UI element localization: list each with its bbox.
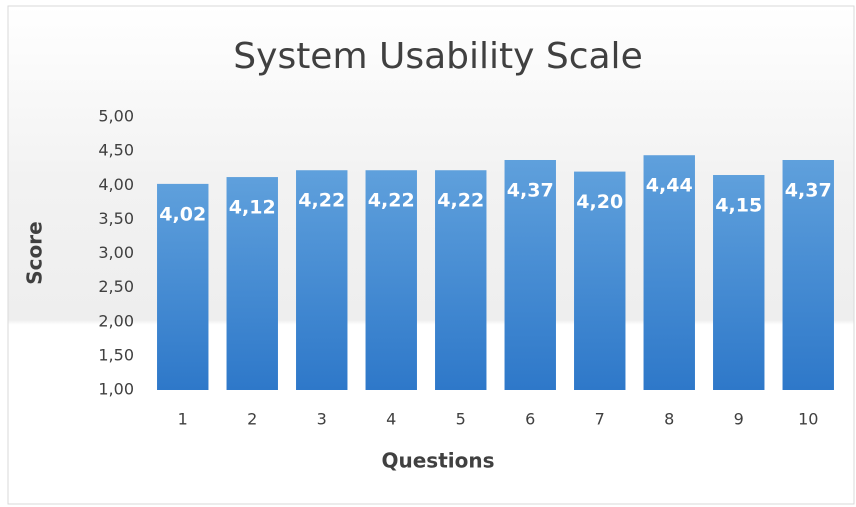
- bar: [296, 170, 348, 390]
- y-tick-label: 1,50: [98, 345, 134, 364]
- x-axis-title: Questions: [381, 449, 494, 473]
- x-tick-label: 3: [317, 410, 327, 429]
- x-tick-label: 4: [386, 410, 396, 429]
- chart-frame: [7, 5, 855, 505]
- x-tick-label: 7: [595, 410, 605, 429]
- bar: [782, 159, 834, 390]
- y-tick-label: 5,00: [98, 107, 134, 126]
- bar: [157, 183, 209, 390]
- x-tick-label: 2: [247, 410, 257, 429]
- value-label: 4,22: [368, 190, 415, 212]
- value-label: 4,37: [507, 179, 554, 201]
- y-tick-label: 4,50: [98, 141, 134, 160]
- value-label: 4,02: [159, 203, 206, 225]
- value-label: 4,12: [229, 197, 276, 219]
- x-tick-label: 5: [456, 410, 466, 429]
- y-tick-label: 2,00: [98, 311, 134, 330]
- y-tick-label: 2,50: [98, 277, 134, 296]
- y-tick-label: 4,00: [98, 175, 134, 194]
- value-label: 4,22: [298, 190, 345, 212]
- value-label: 4,44: [646, 175, 693, 197]
- x-tick-label: 10: [798, 410, 818, 429]
- chart-title: System Usability Scale: [233, 36, 642, 77]
- x-tick-label: 8: [664, 410, 674, 429]
- value-label: 4,15: [715, 195, 762, 217]
- bar: [574, 171, 626, 390]
- x-tick-label: 9: [734, 410, 744, 429]
- y-tick-label: 3,50: [98, 209, 134, 228]
- bar: [713, 175, 765, 390]
- x-tick-label: 6: [525, 410, 535, 429]
- y-axis-title: Score: [23, 221, 47, 284]
- value-label: 4,22: [437, 190, 484, 212]
- value-label: 4,37: [785, 179, 832, 201]
- bar: [504, 159, 556, 390]
- y-tick-label: 3,00: [98, 243, 134, 262]
- value-label: 4,20: [576, 191, 623, 213]
- bar: [643, 155, 695, 390]
- x-tick-label: 1: [178, 410, 188, 429]
- bar: [226, 177, 278, 390]
- bar: [365, 170, 417, 390]
- y-tick-label: 1,00: [98, 380, 134, 399]
- bar: [435, 170, 487, 390]
